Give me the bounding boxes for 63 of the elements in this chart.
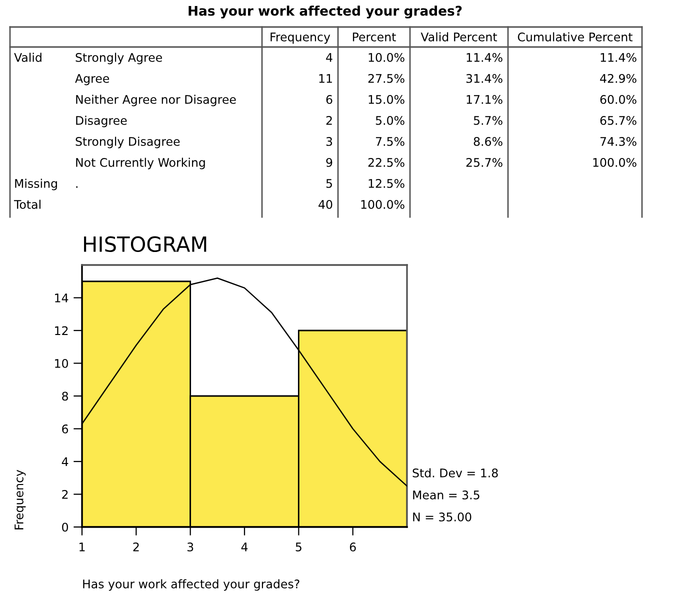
text: Std. Dev = 1.8: [412, 468, 498, 478]
text: 12.5%: [368, 178, 404, 188]
text: 74.3%: [600, 136, 636, 146]
category-label: Percent: [352, 32, 396, 42]
y-tick-label: 14: [55, 294, 68, 302]
text: 15.0%: [368, 94, 404, 104]
text: 40: [318, 200, 332, 209]
y-tick-label: 8: [62, 392, 68, 401]
y-tick-label: 4: [62, 457, 68, 466]
category-label: Frequency: [270, 32, 330, 44]
x-axis-title: Has your work affected your grades?: [83, 579, 300, 591]
text: 100.0%: [593, 158, 636, 167]
text: N = 35.00: [413, 512, 472, 522]
text: 2: [326, 116, 332, 125]
category-label: Strongly Disagree: [76, 136, 180, 148]
text: 42.9%: [600, 74, 636, 83]
text: 11.4%: [600, 52, 636, 62]
y-tick-label: 10: [55, 358, 68, 368]
text: 100.0%: [361, 200, 404, 209]
category-label: Valid Percent: [420, 32, 498, 42]
text: 22.5%: [368, 158, 404, 167]
category-label: Not Currently Working: [76, 158, 205, 170]
category-label: Valid: [14, 52, 42, 62]
category-label: Strongly Agree: [76, 52, 162, 64]
chart-title: HISTOGRAM: [84, 236, 206, 252]
text: 5: [326, 179, 332, 188]
category-label: .: [76, 186, 78, 188]
category-label: Neither Agree nor Disagree: [76, 94, 236, 106]
x-tick-label: 1: [80, 542, 85, 552]
y-axis-title: Frequency: [14, 470, 26, 530]
x-tick-label: 4: [241, 542, 248, 552]
y-tick-label: 0: [62, 522, 68, 532]
text: Mean = 3.5: [413, 490, 480, 500]
text: 27.5%: [368, 74, 404, 83]
text: 7.5%: [376, 136, 404, 146]
category-label: Total: [14, 200, 40, 209]
x-tick-label: 3: [187, 542, 194, 552]
text: 4: [326, 53, 332, 62]
y-tick-label: 6: [62, 424, 68, 434]
x-tick-label: 6: [350, 542, 356, 552]
text: 31.4%: [466, 74, 502, 83]
text: 17.1%: [466, 94, 502, 104]
category-label: Disagree: [76, 116, 127, 128]
text: 60.0%: [600, 94, 636, 104]
text: 11: [319, 74, 332, 83]
text: 6: [326, 94, 332, 104]
x-tick-label: 5: [296, 542, 302, 552]
text: 5.7%: [474, 116, 502, 125]
x-tick-label: 2: [133, 542, 139, 552]
category-label: Cumulative Percent: [518, 32, 632, 42]
text: 8.6%: [474, 136, 502, 146]
y-tick-label: 2: [62, 490, 68, 499]
text: 11.4%: [466, 52, 502, 62]
text: 65.7%: [600, 116, 636, 125]
text: 3: [326, 136, 332, 146]
category-label: Missing: [15, 178, 57, 190]
y-tick-label: 12: [55, 326, 68, 335]
text: 9: [326, 158, 332, 167]
text: 10.0%: [368, 52, 404, 62]
category-label: Agree: [75, 74, 110, 86]
text: 25.7%: [466, 158, 502, 167]
text: Has your work affected your grades?: [188, 6, 462, 18]
text: 5.0%: [376, 116, 404, 125]
